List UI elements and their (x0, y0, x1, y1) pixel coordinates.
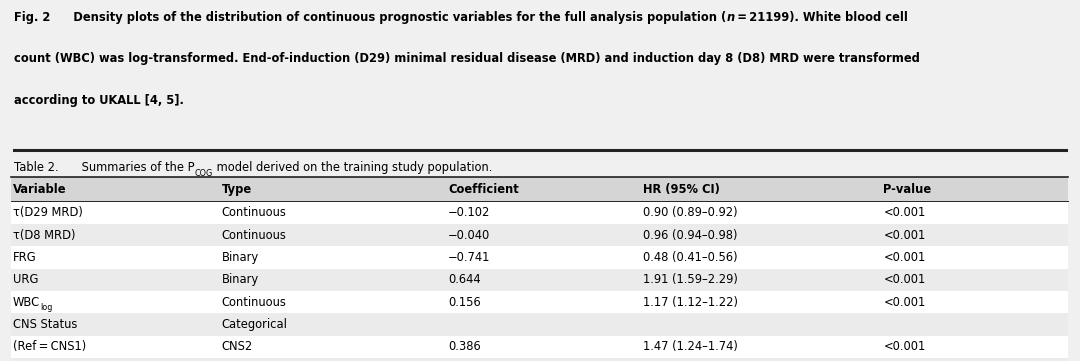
Text: count (WBC) was log-transformed. End-of-induction (D29) minimal residual disease: count (WBC) was log-transformed. End-of-… (14, 52, 920, 65)
Text: n: n (726, 11, 734, 24)
Text: 0.48 (0.41–0.56): 0.48 (0.41–0.56) (643, 251, 738, 264)
Text: Binary: Binary (221, 273, 258, 286)
Text: URG: URG (13, 273, 38, 286)
Text: Continuous: Continuous (221, 206, 286, 219)
Text: 0.96 (0.94–0.98): 0.96 (0.94–0.98) (643, 229, 737, 242)
Text: Continuous: Continuous (221, 296, 286, 309)
Text: 1.17 (1.12–1.22): 1.17 (1.12–1.22) (643, 296, 738, 309)
Text: τ(D8 MRD): τ(D8 MRD) (13, 229, 76, 242)
Text: Table 2.  Summaries of the P: Table 2. Summaries of the P (14, 161, 194, 174)
Text: FRG: FRG (13, 251, 37, 264)
Text: model derived on the training study population.: model derived on the training study popu… (213, 161, 492, 174)
Text: −0.102: −0.102 (448, 206, 490, 219)
Text: log: log (40, 303, 53, 312)
Text: CNS Status: CNS Status (13, 318, 78, 331)
Text: −0.040: −0.040 (448, 229, 490, 242)
Text: <0.001: <0.001 (883, 251, 926, 264)
Text: <0.001: <0.001 (883, 206, 926, 219)
Text: Variable: Variable (13, 183, 67, 196)
Text: P-value: P-value (883, 183, 932, 196)
Text: HR (95% CI): HR (95% CI) (643, 183, 719, 196)
Bar (11, 201, 1068, 224)
Text: 0.90 (0.89–0.92): 0.90 (0.89–0.92) (643, 206, 738, 219)
Text: COG: COG (194, 169, 213, 178)
Text: Continuous: Continuous (221, 229, 286, 242)
Text: τ(D29 MRD): τ(D29 MRD) (13, 206, 83, 219)
Text: Coefficient: Coefficient (448, 183, 519, 196)
Text: <0.001: <0.001 (883, 229, 926, 242)
Text: −0.741: −0.741 (448, 251, 490, 264)
Text: 0.644: 0.644 (448, 273, 481, 286)
Bar (11, 336, 1068, 358)
Text: Categorical: Categorical (221, 318, 287, 331)
Text: according to UKALL [4, 5].: according to UKALL [4, 5]. (14, 94, 184, 107)
Text: 1.47 (1.24–1.74): 1.47 (1.24–1.74) (643, 340, 738, 353)
Bar (11, 291, 1068, 313)
Bar (11, 246, 1068, 269)
Bar (11, 313, 1068, 336)
Bar (11, 269, 1068, 291)
Text: 1.91 (1.59–2.29): 1.91 (1.59–2.29) (643, 273, 738, 286)
Text: <0.001: <0.001 (883, 340, 926, 353)
Text: (Ref = CNS1): (Ref = CNS1) (13, 340, 86, 353)
Text: = 21199). White blood cell: = 21199). White blood cell (734, 11, 907, 24)
Text: 0.386: 0.386 (448, 340, 481, 353)
Text: 0.156: 0.156 (448, 296, 481, 309)
Text: WBC: WBC (13, 296, 40, 309)
Text: Fig. 2  Density plots of the distribution of continuous prognostic variables for: Fig. 2 Density plots of the distribution… (14, 11, 726, 24)
Bar (11, 224, 1068, 246)
Text: <0.001: <0.001 (883, 273, 926, 286)
Text: CNS2: CNS2 (221, 340, 253, 353)
Bar (11, 358, 1068, 361)
Bar (11, 177, 1068, 201)
Text: Binary: Binary (221, 251, 258, 264)
Text: <0.001: <0.001 (883, 296, 926, 309)
Text: Type: Type (221, 183, 252, 196)
